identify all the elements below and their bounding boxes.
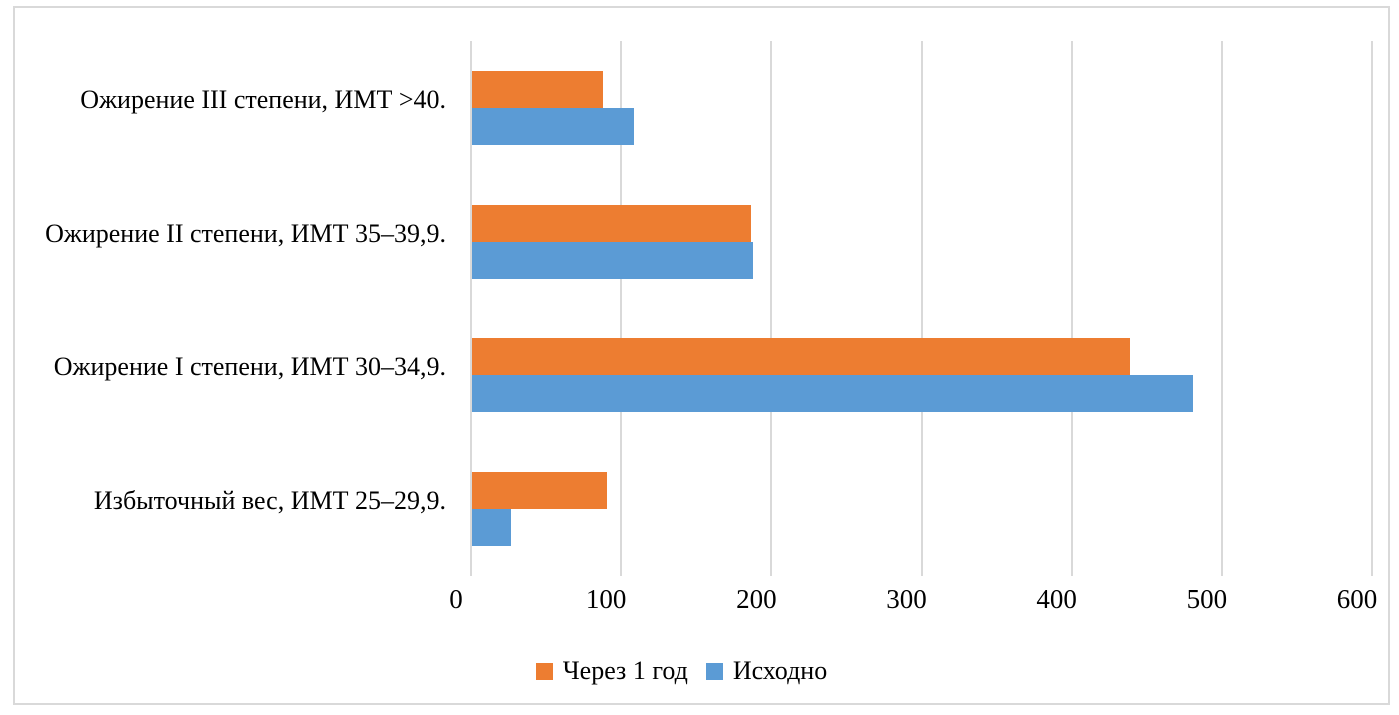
x-tick-label: 400	[1036, 584, 1077, 614]
bar-series0-cat0	[472, 70, 603, 108]
bar-series1-cat0	[472, 107, 635, 145]
legend-swatch-after-1-year	[535, 662, 553, 680]
gridline	[1371, 41, 1373, 576]
legend-label-baseline: Исходно	[732, 656, 828, 685]
x-tick-label: 300	[886, 584, 927, 614]
category-label: Ожирение I степени, ИМТ 30–34,9.	[53, 352, 446, 382]
gridline	[920, 41, 923, 576]
x-tick-label: 500	[1186, 584, 1228, 614]
bar-series0-cat1	[472, 204, 752, 242]
gridline	[470, 41, 472, 576]
legend-item-baseline: Исходно	[705, 654, 828, 688]
plot-area	[470, 41, 1373, 576]
x-tick-label: 200	[736, 584, 777, 614]
bar-series0-cat3	[472, 472, 608, 510]
x-tick-label: 100	[585, 584, 627, 614]
chart-border: Через 1 год Исходно	[13, 6, 1390, 705]
legend: Через 1 год Исходно	[15, 654, 1388, 688]
x-tick-label: 0	[449, 584, 463, 614]
legend-item-after-1-year: Через 1 год	[535, 654, 688, 688]
x-tick-label: 600	[1336, 584, 1378, 614]
bar-series1-cat1	[472, 241, 753, 279]
legend-label-after-1-year: Через 1 год	[562, 656, 688, 685]
bar-series1-cat2	[472, 375, 1193, 413]
gridline	[1070, 41, 1073, 576]
bar-series0-cat2	[472, 338, 1130, 376]
bar-series1-cat3	[472, 509, 512, 547]
category-label: Ожирение III степени, ИМТ >40.	[80, 84, 446, 114]
gridline	[1220, 41, 1223, 576]
gridline	[620, 41, 623, 576]
category-label: Избыточный вес, ИМТ 25–29,9.	[93, 486, 446, 516]
gridline	[770, 41, 773, 576]
legend-swatch-baseline	[705, 662, 723, 680]
category-label: Ожирение II степени, ИМТ 35–39,9.	[45, 218, 446, 248]
